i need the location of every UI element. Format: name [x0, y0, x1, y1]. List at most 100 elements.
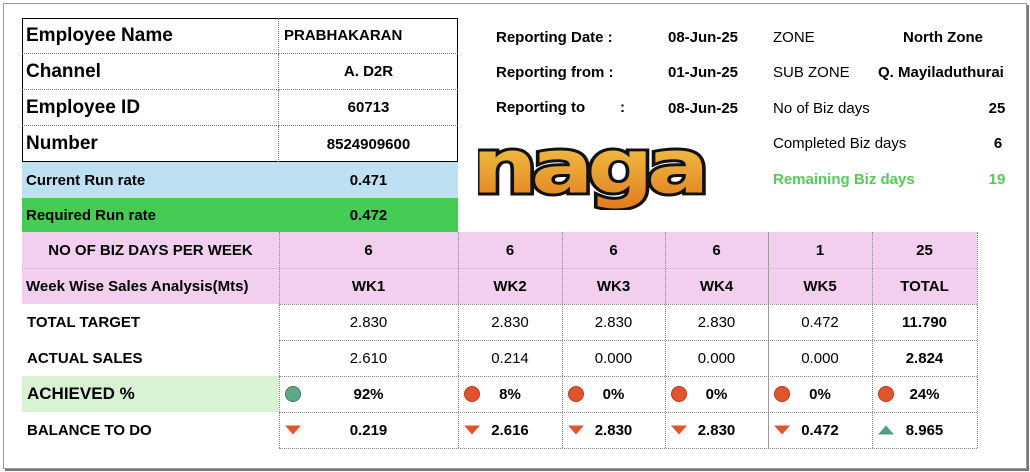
naga-logo-art: naga: [478, 140, 713, 210]
reporting-date-label: Reporting Date :: [496, 28, 613, 46]
channel-label: Channel: [22, 54, 279, 90]
reporting-to-label: Reporting to: [496, 98, 586, 116]
achieved-percent-cell-text: 0%: [705, 385, 728, 403]
achieved-percent-cell-text: 8%: [499, 385, 521, 403]
week-bizdays-cell: 6: [279, 232, 458, 268]
week-header-cell: WK2: [458, 268, 562, 304]
achieved-percent-cell: 0%: [562, 376, 665, 412]
total-target-cell-text: 2.830: [491, 313, 529, 331]
employee-info-block: [22, 18, 458, 162]
week-bizdays-cell: 6: [458, 232, 562, 268]
actual-sales-cell-text: 2.824: [905, 349, 944, 367]
total-target-cell-text: 2.830: [697, 313, 736, 331]
reporting-to-value: 08-Jun-25: [668, 99, 739, 117]
red-down-triangle-icon: [671, 425, 687, 435]
total-target-label: TOTAL TARGET: [27, 313, 141, 331]
week-bizdays-cell: 1: [768, 232, 872, 268]
actual-sales-cell-text: 0.214: [491, 349, 529, 367]
week-row-bg: [22, 268, 977, 304]
remaining-bizdays-label: Remaining Biz days: [773, 170, 915, 188]
actual-sales-cell-text: 0.000: [594, 349, 633, 367]
actual-sales-cell: 2.824: [872, 340, 977, 376]
achieved-percent-cell: 8%: [458, 376, 562, 412]
reporting-from-value: 01-Jun-25: [668, 63, 739, 81]
total-target-cell: 2.830: [279, 304, 458, 340]
current-runrate-value: 0.471: [279, 162, 458, 198]
total-target-cell: 2.830: [665, 304, 768, 340]
number-label: Number: [22, 126, 279, 162]
achieved-percent-cell-text: 0%: [602, 385, 625, 403]
subzone-label: SUB ZONE: [773, 63, 850, 81]
balance-to-do-cell: 2.616: [458, 412, 562, 448]
week-header-cell: WK3: [562, 268, 665, 304]
balance-to-do-cell: 2.830: [665, 412, 768, 448]
achieved-percent-label: ACHIEVED %: [27, 384, 135, 403]
achieved-percent-cell-text: 92%: [353, 385, 384, 403]
red-down-triangle-icon: [568, 425, 584, 435]
column-divider: [977, 232, 978, 448]
actual-sales-cell-text: 0.000: [801, 349, 839, 367]
red-circle-icon: [568, 386, 584, 402]
row-divider: [279, 412, 977, 413]
actual-sales-cell-text: 0.000: [697, 349, 736, 367]
teal-up-triangle-icon: [878, 425, 894, 435]
achieved-percent-cell: 0%: [665, 376, 768, 412]
balance-to-do-cell-text: 2.616: [491, 421, 529, 439]
achieved-percent-cell-text: 24%: [909, 385, 940, 403]
channel-value: A. D2R: [279, 54, 458, 90]
balance-to-do-cell-text: 0.219: [349, 421, 388, 439]
achieved-percent-cell: 0%: [768, 376, 872, 412]
total-target-cell-text: 2.830: [349, 313, 388, 331]
reporting-from-label: Reporting from :: [496, 63, 614, 81]
required-runrate-value: 0.472: [279, 198, 458, 232]
red-down-triangle-icon: [285, 425, 301, 435]
bizdays-row-label: NO OF BIZ DAYS PER WEEK: [48, 241, 253, 259]
red-circle-icon: [464, 386, 480, 402]
reporting-date-value: 08-Jun-25: [668, 28, 739, 46]
red-down-triangle-icon: [464, 425, 480, 435]
actual-sales-cell: 0.214: [458, 340, 562, 376]
actual-sales-cell: 0.000: [562, 340, 665, 376]
zone-value: North Zone: [903, 28, 983, 46]
total-target-cell: 2.830: [458, 304, 562, 340]
balance-to-do-label: BALANCE TO DO: [27, 421, 152, 439]
subzone-value: Q. Mayiladuthurai: [878, 63, 1004, 81]
bizdays-value: 25: [988, 99, 1006, 117]
row-divider: [279, 340, 977, 341]
bizdays-label: No of Biz days: [773, 99, 870, 117]
row-divider: [279, 448, 977, 449]
total-target-cell: 0.472: [768, 304, 872, 340]
total-target-cell: 11.790: [872, 304, 977, 340]
employee-name-value: PRABHAKARAN: [279, 18, 458, 54]
number-value: 8524909600: [326, 135, 411, 153]
achieved-percent-cell: 24%: [872, 376, 977, 412]
week-header-cell-text: TOTAL: [900, 277, 949, 295]
week-header-cell: WK4: [665, 268, 768, 304]
week-header-cell-text: WK4: [699, 277, 734, 295]
week-header-cell: WK1: [279, 268, 458, 304]
week-bizdays-cell: 6: [665, 232, 768, 268]
week-row-label: Week Wise Sales Analysis(Mts): [26, 277, 249, 295]
week-bizdays-cell: 25: [872, 232, 977, 268]
achieved-label-bg: [22, 376, 279, 412]
employee-name-label: Employee Name: [22, 18, 279, 54]
reporting-to-colon: :: [620, 98, 625, 116]
red-circle-icon: [878, 386, 894, 402]
week-header-cell-text: WK2: [493, 277, 527, 295]
week-bizdays-cell-text: 6: [609, 241, 618, 259]
actual-sales-cell: 0.000: [665, 340, 768, 376]
balance-to-do-cell-text: 8.965: [905, 421, 944, 439]
completed-bizdays-label: Completed Biz days: [773, 134, 907, 152]
naga-logo-text: naga: [478, 140, 703, 210]
week-header-cell-text: WK5: [803, 277, 837, 295]
week-bizdays-cell: 6: [562, 232, 665, 268]
required-runrate-label: Required Run rate: [22, 198, 279, 232]
employee-id-label: Employee ID: [22, 90, 279, 126]
employee-id-value: 60713: [279, 90, 458, 126]
remaining-bizdays-value: 19: [988, 170, 1006, 188]
red-circle-icon: [774, 386, 790, 402]
achieved-percent-cell: 92%: [279, 376, 458, 412]
week-bizdays-cell-text: 6: [364, 241, 373, 259]
balance-to-do-cell: 2.830: [562, 412, 665, 448]
actual-sales-cell-text: 2.610: [349, 349, 388, 367]
